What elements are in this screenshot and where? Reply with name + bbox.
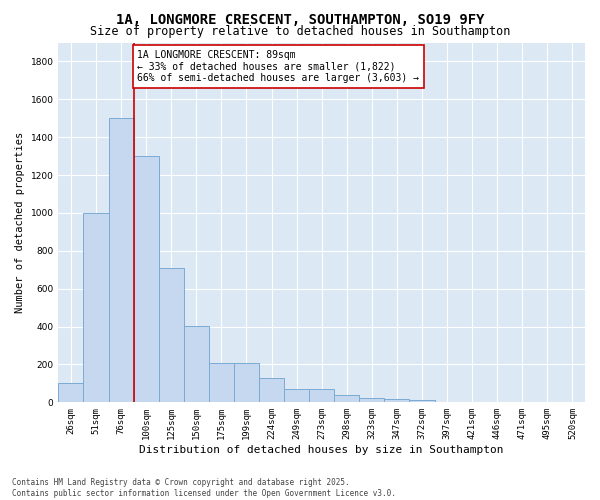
Bar	[159, 268, 184, 402]
Bar	[334, 395, 359, 402]
Bar	[58, 384, 83, 402]
Bar	[259, 378, 284, 402]
Y-axis label: Number of detached properties: Number of detached properties	[15, 132, 25, 313]
Text: 1A LONGMORE CRESCENT: 89sqm
← 33% of detached houses are smaller (1,822)
66% of : 1A LONGMORE CRESCENT: 89sqm ← 33% of det…	[137, 50, 419, 84]
Bar	[284, 389, 309, 402]
Bar	[309, 389, 334, 402]
Text: Size of property relative to detached houses in Southampton: Size of property relative to detached ho…	[90, 25, 510, 38]
Bar	[83, 213, 109, 402]
Bar	[184, 326, 209, 402]
Bar	[409, 400, 434, 402]
Bar	[109, 118, 134, 403]
Bar	[209, 362, 234, 403]
Bar	[385, 400, 409, 402]
Bar	[234, 362, 259, 403]
Bar	[134, 156, 159, 402]
Text: Contains HM Land Registry data © Crown copyright and database right 2025.
Contai: Contains HM Land Registry data © Crown c…	[12, 478, 396, 498]
Text: 1A, LONGMORE CRESCENT, SOUTHAMPTON, SO19 9FY: 1A, LONGMORE CRESCENT, SOUTHAMPTON, SO19…	[116, 12, 484, 26]
Bar	[359, 398, 385, 402]
X-axis label: Distribution of detached houses by size in Southampton: Distribution of detached houses by size …	[139, 445, 504, 455]
